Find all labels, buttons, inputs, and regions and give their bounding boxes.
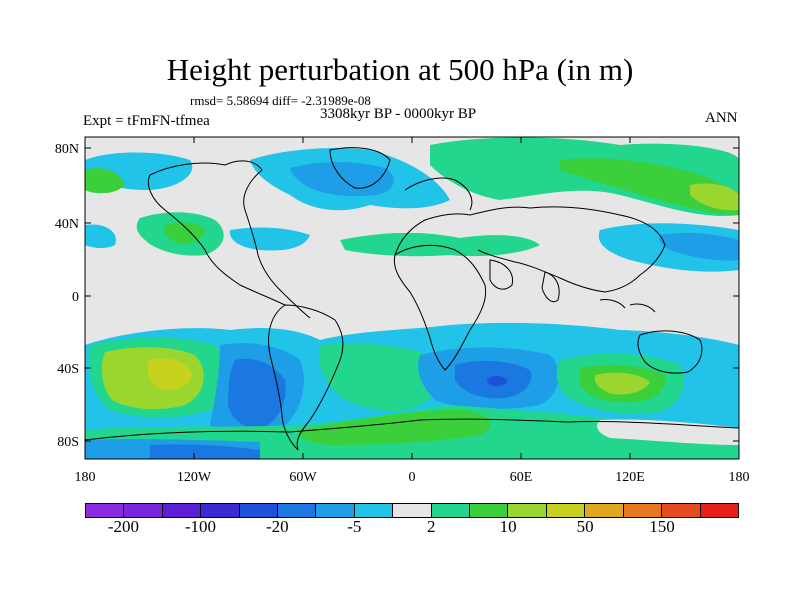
colorbar-label: 10 [499,517,517,536]
y-axis: 80N 40N 0 40S 80S [55,142,739,450]
x-tick-label: 180 [729,470,750,485]
y-tick-label: 40N [55,217,79,232]
y-tick-label: 40S [57,362,79,377]
colorbar-swatch [86,504,125,517]
colorbar-swatch [623,504,663,517]
colorbar-label: -5 [347,517,362,536]
plot-title: Height perturbation at 500 hPa (in m) [166,52,634,87]
x-tick-label: 180 [75,470,96,485]
colorbar-swatch [239,504,279,517]
colorbar-swatch [546,504,586,517]
y-tick-label: 80S [57,435,79,450]
x-tick-label: 60E [510,470,533,485]
colorbar-swatch [662,504,701,517]
colorbar-swatch [124,504,163,517]
colorbar-label: -20 [266,517,289,536]
contour-fill-layer [85,137,739,459]
colorbar-label: 2 [426,517,436,536]
season-label: ANN [705,110,738,126]
colorbar-swatch [508,504,547,517]
x-tick-label: 60W [289,470,317,485]
colorbar-label: -200 [107,517,140,536]
colorbar-swatch [585,504,624,517]
colorbar-swatch [431,504,471,517]
y-tick-label: 80N [55,142,79,157]
x-tick-label: 120W [177,470,212,485]
x-tick-label: 0 [409,470,416,485]
colorbar-swatch [278,504,317,517]
x-axis: 180 120W 60W 0 60E 120E 180 [75,137,750,485]
coastlines [85,147,739,451]
colorbar-swatch [316,504,355,517]
x-tick-label: 120E [615,470,645,485]
colorbar-swatch [162,504,202,517]
colorbar-label: 150 [649,517,675,536]
rmsd-diff-stats: rmsd= 5.58694 diff= -2.31989e-08 [190,93,371,108]
colorbar-label: 50 [576,517,594,536]
colorbar-swatch [201,504,240,517]
experiment-label: Expt = tFmFN-tfmea [83,113,210,129]
colorbar-swatch [354,504,394,517]
colorbar-swatch [470,504,509,517]
colorbar [85,503,739,518]
colorbar-swatch [700,504,738,517]
colorbar-label: -100 [184,517,216,536]
y-tick-label: 0 [72,290,79,305]
time-period-label: 3308kyr BP - 0000kyr BP [320,106,477,122]
colorbar-swatch [393,504,432,517]
